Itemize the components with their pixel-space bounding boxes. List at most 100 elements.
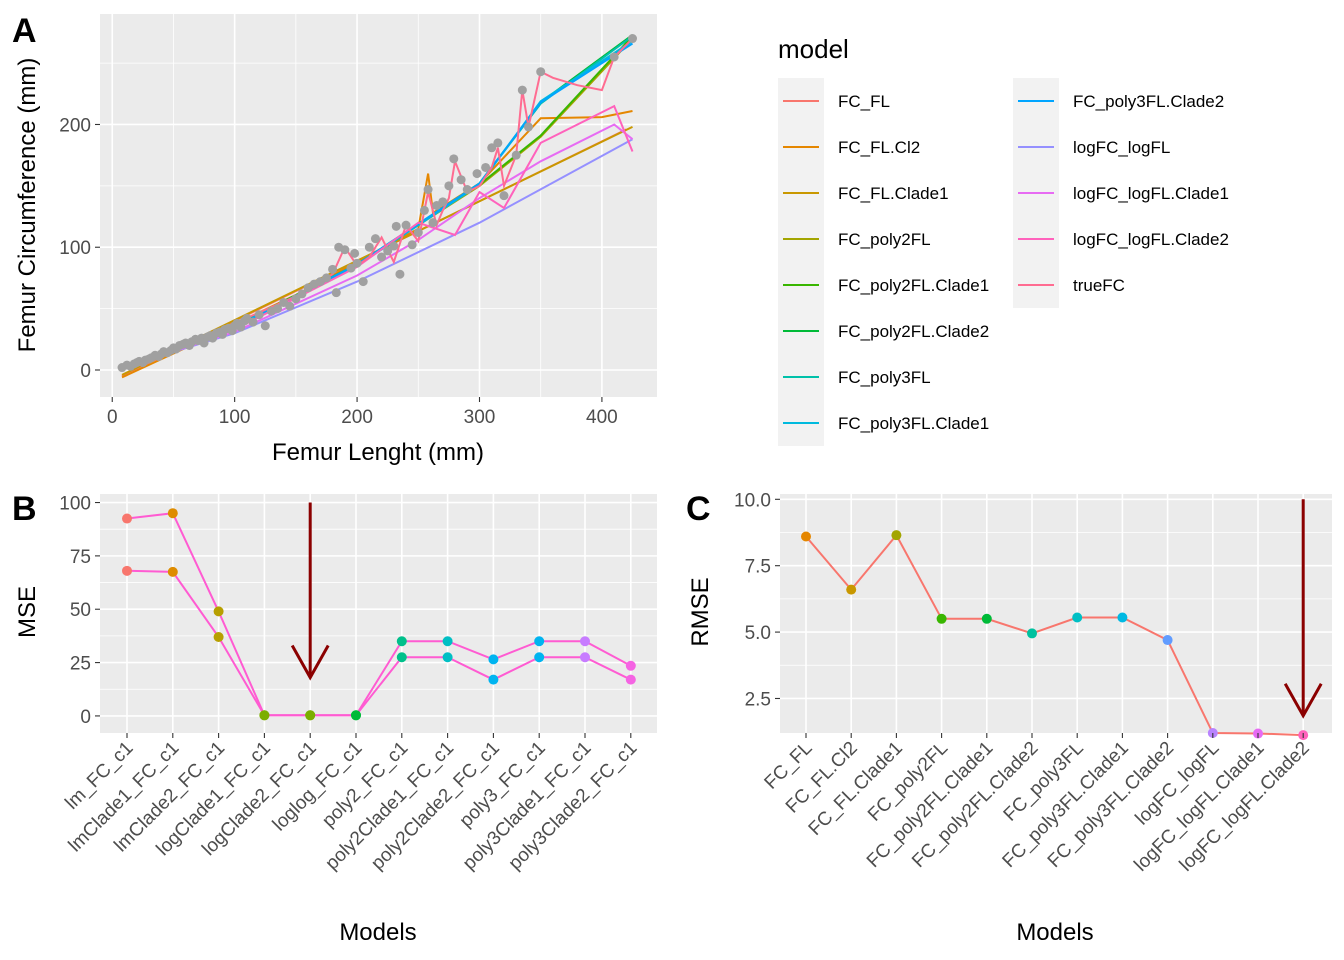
panel-a-point <box>350 248 360 258</box>
panel-c-tag: C <box>686 490 711 528</box>
panel-a-tag: A <box>12 12 37 50</box>
panel-a-point <box>389 241 399 251</box>
panel-a-point <box>383 246 393 256</box>
panel-a-point <box>456 175 466 185</box>
panel-a-point <box>438 197 448 207</box>
panel-b-y-tick-label: 100 <box>59 494 91 515</box>
panel-b-arrow-head <box>290 644 330 681</box>
panel-c-arrow <box>1283 499 1323 719</box>
panel-a-y-tick-label: 0 <box>80 361 91 382</box>
panel-c-point <box>801 531 811 542</box>
panel-b-y-tick-label: 0 <box>80 707 91 728</box>
panel-a-point <box>413 228 423 238</box>
panel-a-point <box>493 138 503 148</box>
panel-b-point <box>396 636 407 647</box>
panel-c-y-axis-title: RMSE <box>687 577 714 646</box>
panel-b-point <box>580 636 590 647</box>
panel-c-point <box>846 584 857 595</box>
panel-a-point <box>340 245 350 255</box>
panel-a-point <box>273 304 283 314</box>
panel-a-point <box>472 169 482 179</box>
panel-c: C FC_FLFC_FL.Cl2FC_FL.Clade1FC_poly2FLFC… <box>686 490 1332 946</box>
panel-a-point <box>321 273 331 283</box>
panel-a-point <box>419 205 429 215</box>
legend-label: FC_poly2FL.Clade2 <box>838 322 989 341</box>
panel-b-point <box>534 636 545 647</box>
panel-a-grid <box>100 14 657 397</box>
panel-b-y-tick-label: 50 <box>70 600 91 621</box>
panel-c-point <box>1162 635 1173 646</box>
legend-label: FC_FL.Clade1 <box>838 184 949 203</box>
panel-c-y-tick-label: 7.5 <box>745 557 771 578</box>
panel-a-point <box>407 240 417 250</box>
legend-label: logFC_logFL.Clade1 <box>1073 184 1229 203</box>
panel-a-x-tick-label: 400 <box>586 407 618 428</box>
panel-b-point <box>488 674 499 685</box>
panel-b-point <box>351 710 361 721</box>
panel-b-point <box>259 710 270 721</box>
panel-c-point <box>981 613 992 624</box>
panel-c-point <box>936 613 947 624</box>
legend-items: FC_FL FC_FL.Cl2 FC_FL.Clade1 FC_poly2FL FC_p… <box>778 78 1229 446</box>
legend-label: FC_FL <box>838 92 890 111</box>
panel-a-point <box>248 317 258 327</box>
legend-label: FC_poly3FL.Clade1 <box>838 414 989 433</box>
panel-c-point <box>891 530 902 541</box>
panel-b-point <box>580 652 590 663</box>
panel-b-arrow <box>290 502 330 681</box>
panel-b-point <box>442 652 453 663</box>
panel-c-y-tick-label: 5.0 <box>745 623 771 644</box>
panel-c-point <box>1027 628 1037 639</box>
panel-b-point <box>167 508 178 519</box>
panel-b-point <box>396 652 407 663</box>
panel-c-point <box>1072 612 1083 623</box>
panel-a-point <box>370 234 380 244</box>
panel-c-series-line <box>805 533 1304 737</box>
legend-label: logFC_logFL.Clade2 <box>1073 230 1229 249</box>
panel-b: B lm_FC_c1lmClade1_FC_c1lmClade2_FC_c1lo… <box>12 490 657 946</box>
panel-b-point <box>442 636 453 647</box>
legend-title: model <box>778 34 849 64</box>
panel-a-point <box>523 122 533 132</box>
panel-b-points <box>122 508 636 721</box>
panel-a-point <box>328 264 338 274</box>
panel-a-point <box>260 321 270 331</box>
panel-b-y-axis-title: MSE <box>14 586 41 638</box>
panel-a-point <box>254 310 264 320</box>
panel-a-x-tick-label: 0 <box>107 407 118 428</box>
panel-b-point <box>534 652 545 663</box>
panel-a-point <box>444 181 454 191</box>
panel-a-point <box>481 162 491 172</box>
panel-a-point <box>364 242 374 252</box>
panel-a-point <box>428 218 438 228</box>
panel-a: A 0 100 200 300 400 0 100 200 Femur Lenght (mm)… <box>12 12 657 466</box>
panel-a-point <box>401 220 411 230</box>
panel-a-point <box>285 301 295 311</box>
legend-label: trueFC <box>1073 276 1125 295</box>
panel-a-point <box>487 143 497 153</box>
panel-c-y-tick-label: 2.5 <box>745 689 771 710</box>
panel-a-point <box>462 185 472 195</box>
panel-a-point <box>358 277 368 287</box>
panel-a-ticks: 0 100 200 300 400 0 100 200 <box>59 115 617 428</box>
legend-label: FC_poly2FL.Clade1 <box>838 276 989 295</box>
panel-a-point <box>291 294 301 304</box>
panel-a-point <box>297 289 307 299</box>
panel-b-point <box>122 565 132 576</box>
panel-c-arrow-head <box>1283 683 1323 719</box>
panel-c-background <box>780 494 1332 733</box>
panel-b-background <box>100 494 657 733</box>
legend-label: FC_poly2FL <box>838 230 931 249</box>
panel-b-series-line-1 <box>126 512 632 717</box>
panel-c-x-axis-title: Models <box>1016 919 1093 946</box>
panel-a-y-tick-label: 200 <box>59 115 91 136</box>
legend-label: FC_FL.Cl2 <box>838 138 920 157</box>
panel-b-point <box>213 631 224 642</box>
panel-b-x-axis-title: Models <box>339 919 416 946</box>
panel-b-grid <box>100 494 657 733</box>
panel-c-point <box>1117 612 1128 623</box>
panel-a-point <box>331 288 341 298</box>
panel-a-y-axis-title: Femur Circumference (mm) <box>14 58 41 353</box>
panel-a-point <box>423 185 433 195</box>
